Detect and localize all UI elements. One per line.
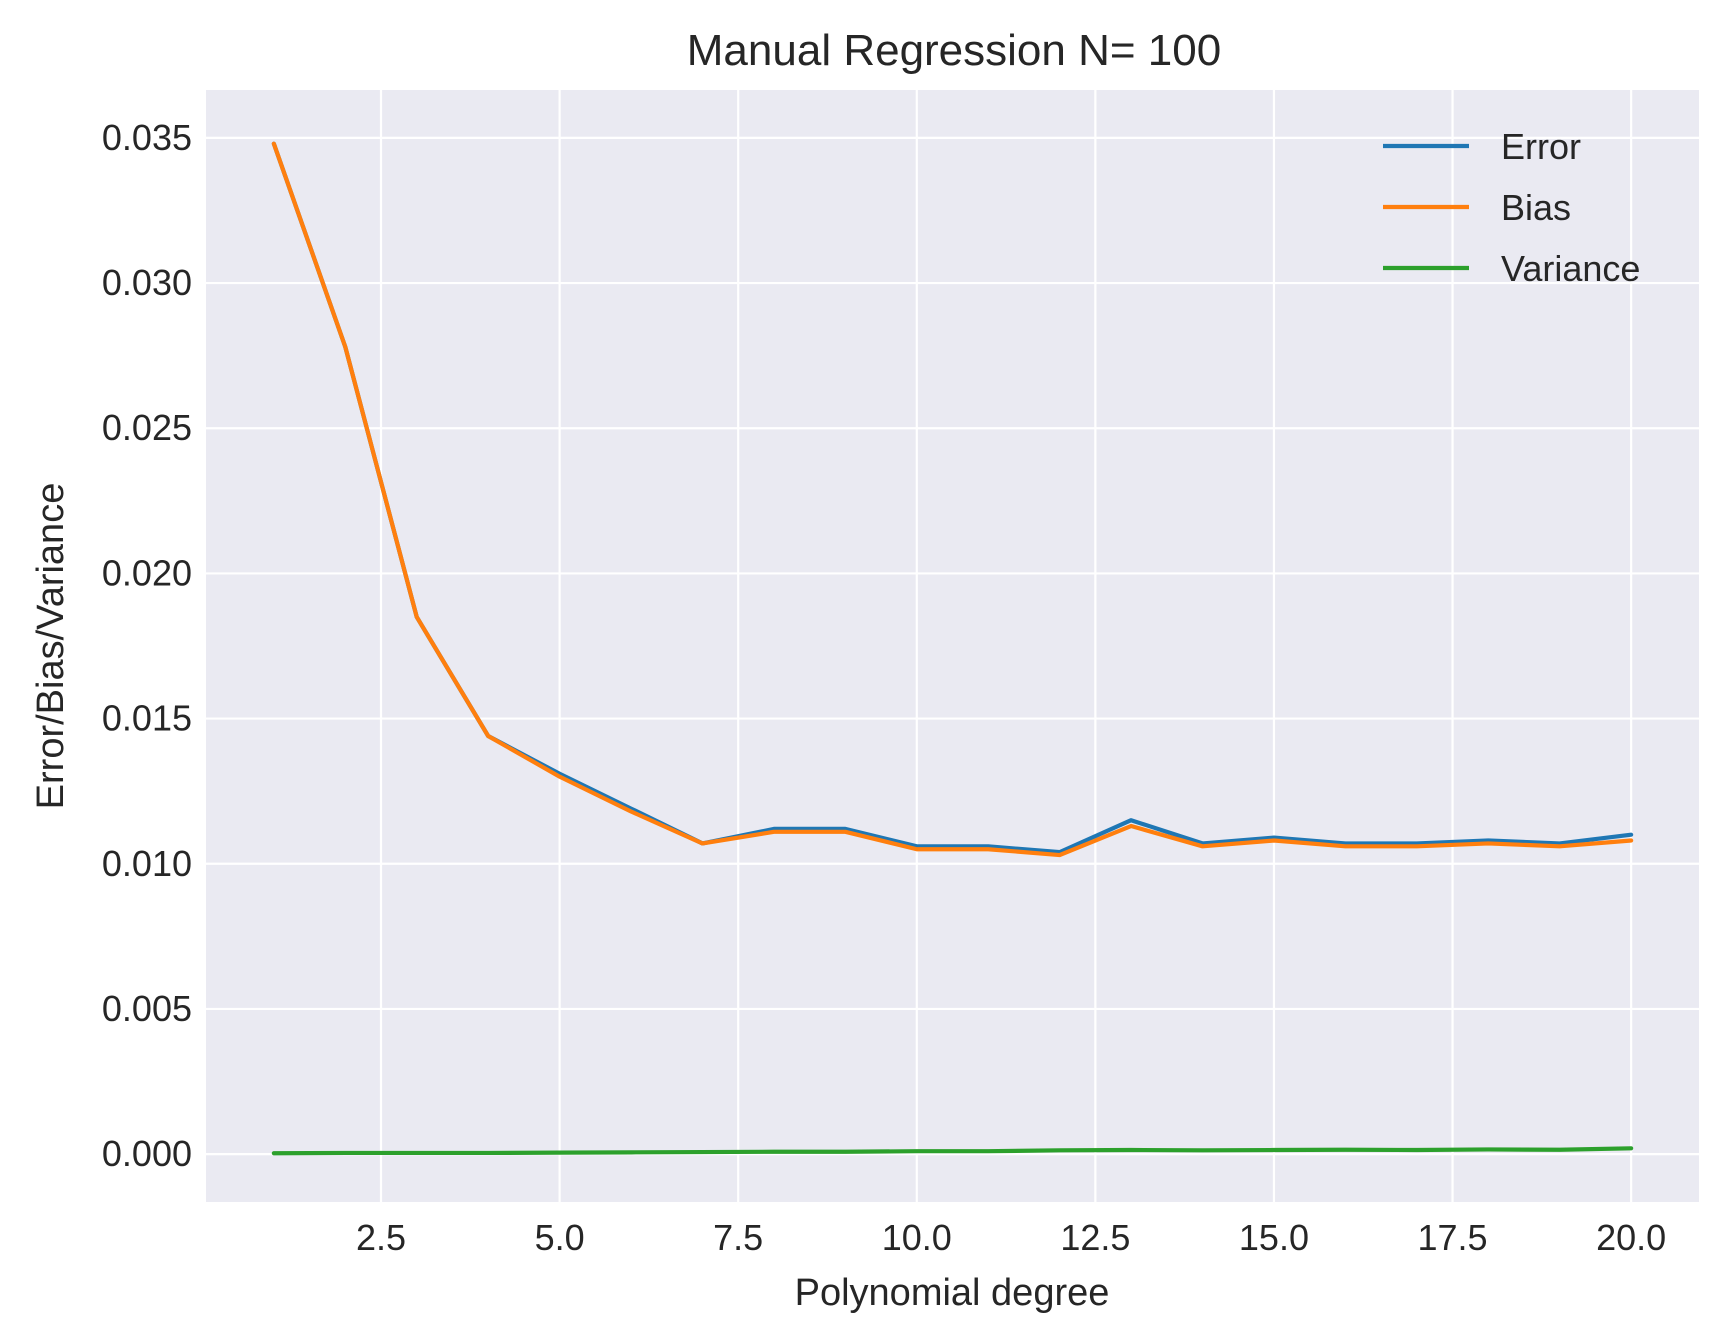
x-tick-label: 10.0 — [882, 1217, 952, 1258]
x-tick-label: 2.5 — [356, 1217, 406, 1258]
legend-label-error: Error — [1501, 126, 1581, 167]
y-tick-label: 0.010 — [102, 843, 192, 884]
y-tick-label: 0.025 — [102, 407, 192, 448]
x-tick-labels: 2.5 5.0 7.5 10.0 12.5 15.0 17.5 20.0 — [356, 1217, 1666, 1258]
chart-title: Manual Regression N= 100 — [687, 26, 1221, 75]
legend-label-bias: Bias — [1501, 187, 1571, 228]
grid — [206, 90, 1699, 1202]
x-tick-label: 5.0 — [535, 1217, 585, 1258]
y-tick-labels: 0.000 0.005 0.010 0.015 0.020 0.025 0.030 0.035 — [102, 117, 192, 1174]
y-tick-label: 0.030 — [102, 262, 192, 303]
y-axis-label: Error/Bias/Variance — [30, 483, 72, 810]
x-tick-label: 15.0 — [1239, 1217, 1309, 1258]
series-line-variance — [271, 1146, 1634, 1156]
series-lines — [271, 141, 1634, 1156]
x-tick-label: 20.0 — [1596, 1217, 1666, 1258]
y-tick-label: 0.035 — [102, 117, 192, 158]
legend: Error Bias Variance — [1383, 126, 1640, 289]
y-tick-label: 0.020 — [102, 552, 192, 593]
y-tick-label: 0.015 — [102, 698, 192, 739]
plot-area — [206, 90, 1699, 1202]
y-tick-label: 0.000 — [102, 1133, 192, 1174]
x-tick-label: 12.5 — [1060, 1217, 1130, 1258]
y-tick-label: 0.005 — [102, 988, 192, 1029]
series-line-bias — [271, 141, 1634, 858]
x-tick-label: 17.5 — [1418, 1217, 1488, 1258]
x-tick-label: 7.5 — [713, 1217, 763, 1258]
x-axis-label: Polynomial degree — [795, 1272, 1110, 1314]
legend-label-variance: Variance — [1501, 248, 1640, 289]
